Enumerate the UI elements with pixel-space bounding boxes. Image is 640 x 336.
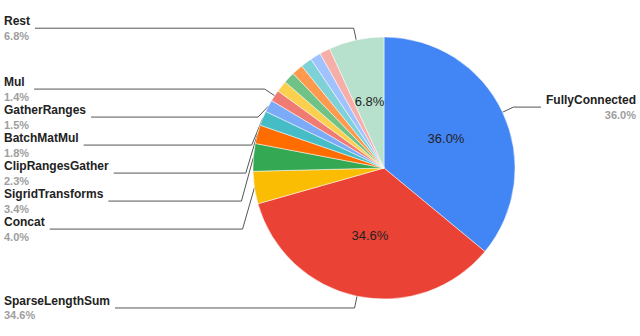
svg-text:2.3%: 2.3% xyxy=(4,175,29,187)
svg-text:36.0%: 36.0% xyxy=(605,109,636,121)
svg-text:34.6%: 34.6% xyxy=(4,309,35,321)
svg-text:1.5%: 1.5% xyxy=(4,119,29,131)
svg-text:Concat: Concat xyxy=(4,215,45,229)
svg-text:SigridTransforms: SigridTransforms xyxy=(4,187,104,201)
svg-text:BatchMatMul: BatchMatMul xyxy=(4,131,79,145)
svg-text:ClipRangesGather: ClipRangesGather xyxy=(4,159,109,173)
svg-text:34.6%: 34.6% xyxy=(351,228,388,243)
svg-text:GatherRanges: GatherRanges xyxy=(4,103,86,117)
svg-text:SparseLengthSum: SparseLengthSum xyxy=(4,294,110,308)
svg-text:6.8%: 6.8% xyxy=(355,94,385,109)
svg-text:36.0%: 36.0% xyxy=(428,131,465,146)
svg-text:FullyConnected: FullyConnected xyxy=(546,93,636,107)
svg-text:1.4%: 1.4% xyxy=(4,91,29,103)
svg-text:1.8%: 1.8% xyxy=(4,147,29,159)
svg-text:Rest: Rest xyxy=(4,14,30,28)
svg-text:6.8%: 6.8% xyxy=(4,30,29,42)
svg-text:4.0%: 4.0% xyxy=(4,231,29,243)
svg-text:3.4%: 3.4% xyxy=(4,203,29,215)
svg-text:Mul: Mul xyxy=(4,75,25,89)
